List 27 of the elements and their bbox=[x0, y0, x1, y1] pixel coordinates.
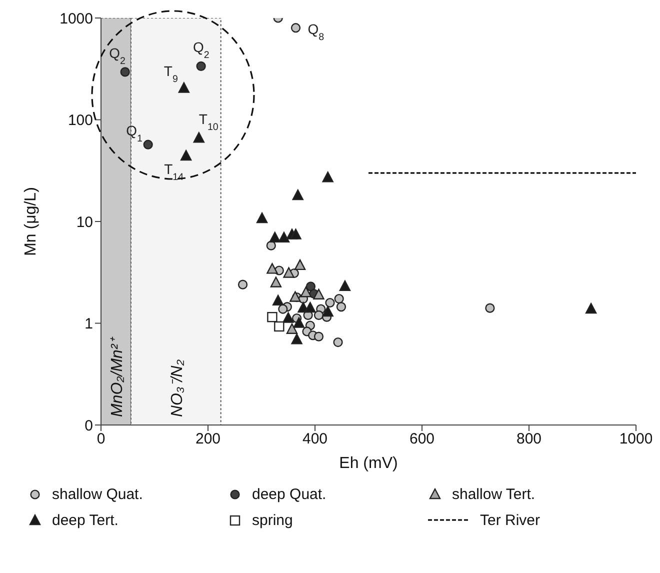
x-axis-title: Eh (mV) bbox=[338, 455, 399, 473]
annotation: Q$_{2}$ bbox=[193, 39, 210, 61]
y-tick-label: 100 bbox=[68, 112, 93, 130]
y-tick-label: 1000 bbox=[60, 10, 93, 28]
annotation: T$_{9}$ bbox=[164, 63, 178, 85]
legend-label: Ter River bbox=[480, 512, 540, 528]
y-tick-label: 10 bbox=[76, 214, 93, 231]
annotation: Q$_{8}$ bbox=[308, 20, 325, 42]
annotation: Q$_{1}$ bbox=[126, 122, 142, 144]
legend-label: shallow Tert. bbox=[452, 486, 536, 502]
legend-label: shallow Quat. bbox=[52, 486, 143, 502]
x-tick-label: 600 bbox=[409, 430, 435, 448]
x-tick-label: 200 bbox=[195, 430, 221, 448]
x-tick-label: 0 bbox=[96, 430, 106, 448]
y-axis-title: Mn (μg/L) bbox=[22, 187, 40, 256]
annotation: T$_{10}$ bbox=[198, 111, 219, 133]
annotation: Q$_{2}$ bbox=[109, 44, 126, 66]
x-tick-label: 1000 bbox=[619, 430, 653, 448]
y-tick-label: 0 bbox=[84, 417, 93, 434]
band-label: NO₃⁻/N₂ bbox=[168, 360, 186, 417]
legend-label: deep Tert. bbox=[52, 512, 118, 528]
x-tick-label: 400 bbox=[302, 430, 328, 448]
legend-label: spring bbox=[252, 512, 293, 528]
y-tick-label: 1 bbox=[84, 316, 93, 333]
band-label: MnO₂/Mn²⁺ bbox=[108, 336, 126, 417]
x-tick-label: 800 bbox=[516, 430, 542, 448]
legend-label: deep Quat. bbox=[252, 486, 326, 502]
